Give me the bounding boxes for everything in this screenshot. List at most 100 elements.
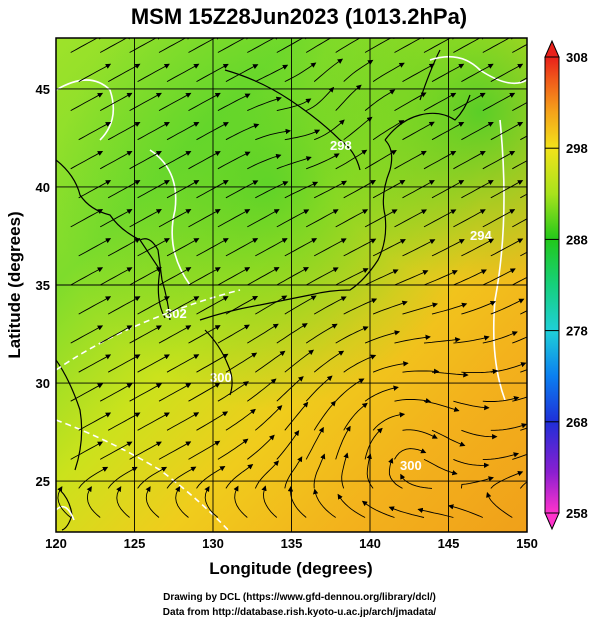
streamline bbox=[107, 466, 138, 489]
contour-label: 302 bbox=[165, 306, 187, 321]
streamline bbox=[166, 466, 197, 489]
streamline bbox=[196, 353, 229, 373]
streamline bbox=[388, 457, 403, 489]
contour-label: 298 bbox=[330, 138, 352, 153]
isotherm bbox=[56, 419, 231, 532]
streamline bbox=[305, 38, 338, 53]
streamline bbox=[254, 460, 280, 489]
streamline bbox=[335, 268, 369, 286]
y-tick-label: 35 bbox=[36, 278, 50, 293]
streamline bbox=[217, 438, 249, 460]
primorye-coast bbox=[224, 69, 361, 171]
streamline bbox=[99, 92, 133, 111]
streamline bbox=[158, 209, 192, 228]
streamline bbox=[247, 434, 275, 460]
korea-china-coast bbox=[56, 159, 166, 319]
streamline bbox=[461, 300, 496, 315]
streamline bbox=[313, 453, 326, 489]
streamline bbox=[70, 383, 104, 402]
isotherm bbox=[56, 505, 75, 521]
streamline bbox=[145, 486, 160, 518]
streamline bbox=[276, 430, 300, 460]
streamline bbox=[137, 412, 170, 431]
streamline bbox=[490, 180, 524, 199]
streamline bbox=[314, 119, 345, 141]
streamline bbox=[482, 150, 516, 170]
streamline bbox=[490, 121, 524, 141]
streamline bbox=[453, 458, 490, 469]
streamline bbox=[70, 150, 104, 170]
streamline bbox=[225, 295, 259, 315]
streamline bbox=[247, 323, 279, 344]
colorbar-scale bbox=[544, 56, 560, 514]
streamline bbox=[343, 402, 368, 431]
colorbar-tick-label: 308 bbox=[566, 50, 588, 65]
streamline bbox=[247, 153, 282, 170]
streamline bbox=[305, 267, 339, 286]
streamline bbox=[276, 376, 304, 402]
chart-title: MSM 15Z28Jun2023 (1013.2hPa) bbox=[131, 4, 467, 29]
streamline bbox=[78, 296, 112, 315]
streamline bbox=[490, 362, 527, 373]
streamline bbox=[137, 180, 170, 199]
streamline bbox=[70, 209, 104, 228]
streamline bbox=[482, 331, 518, 344]
streamline bbox=[116, 486, 130, 518]
streamline bbox=[99, 325, 133, 344]
streamline bbox=[137, 296, 170, 315]
streamline bbox=[255, 350, 286, 373]
streamline bbox=[423, 92, 457, 111]
streamline bbox=[78, 180, 112, 199]
streamline bbox=[188, 325, 221, 344]
streamline bbox=[335, 425, 351, 460]
streamline bbox=[166, 354, 200, 373]
streamline bbox=[402, 368, 440, 375]
isotherm bbox=[56, 289, 241, 371]
streamline bbox=[86, 486, 101, 518]
streamline bbox=[284, 238, 318, 257]
streamline bbox=[276, 209, 310, 228]
china-east-coast bbox=[56, 359, 83, 471]
streamline bbox=[423, 150, 457, 170]
streamline bbox=[78, 121, 112, 141]
streamline bbox=[453, 400, 490, 411]
y-tick-label: 45 bbox=[36, 82, 50, 97]
lat-lon-grid bbox=[56, 38, 527, 532]
streamline bbox=[364, 427, 383, 460]
contour-labels: 302 300 298 294 300 bbox=[165, 138, 492, 473]
streamline bbox=[364, 330, 401, 344]
streamline bbox=[388, 506, 425, 518]
isotherm bbox=[429, 55, 527, 85]
streamline bbox=[99, 209, 133, 228]
streamline bbox=[313, 400, 336, 431]
streamline bbox=[423, 209, 457, 228]
streamline bbox=[372, 239, 406, 257]
map-plot-area: 302 300 298 294 300 bbox=[56, 38, 527, 532]
streamline bbox=[196, 296, 229, 315]
streamline bbox=[431, 371, 469, 378]
streamline bbox=[284, 62, 317, 83]
streamline bbox=[461, 238, 495, 257]
streamline bbox=[78, 354, 112, 373]
streamline bbox=[196, 122, 229, 141]
streamline bbox=[482, 452, 520, 460]
streamline bbox=[158, 325, 192, 344]
streamline bbox=[313, 350, 345, 373]
streamline bbox=[335, 209, 369, 228]
streamline bbox=[158, 267, 192, 286]
streamline bbox=[166, 296, 200, 315]
streamline bbox=[158, 92, 192, 111]
streamline bbox=[372, 361, 409, 373]
x-tick-label: 140 bbox=[359, 536, 381, 551]
streamline bbox=[394, 209, 427, 228]
streamline bbox=[166, 180, 200, 199]
streamline bbox=[394, 448, 427, 460]
streamline bbox=[313, 296, 347, 315]
streamline bbox=[255, 181, 289, 199]
streamline bbox=[520, 77, 527, 82]
streamline bbox=[137, 238, 170, 257]
streamline bbox=[137, 354, 170, 373]
streamline bbox=[99, 150, 133, 170]
streamline bbox=[512, 43, 527, 53]
streamline bbox=[402, 121, 435, 141]
